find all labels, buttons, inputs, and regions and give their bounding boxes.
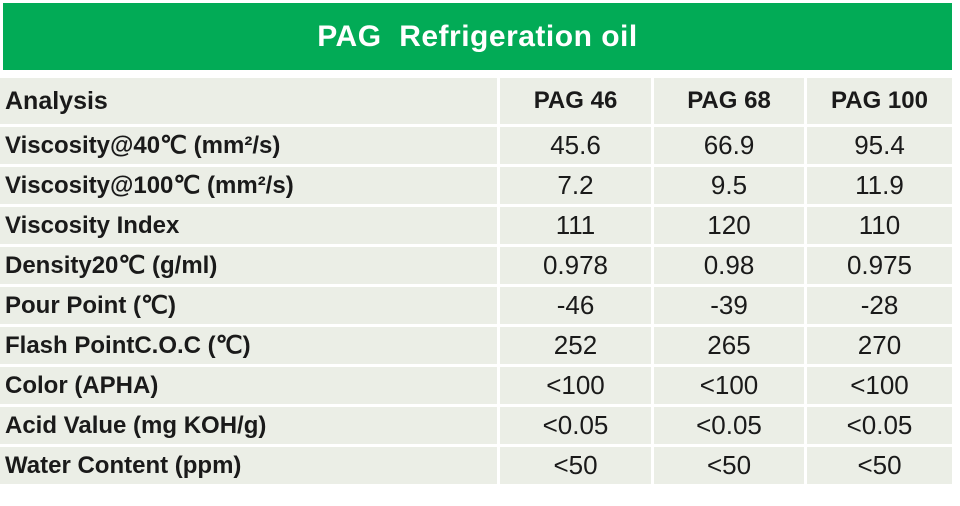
row-label: Pour Point (℃): [0, 287, 497, 324]
row-label: Flash PointC.O.C (℃): [0, 327, 497, 364]
value-cell: 111: [500, 207, 651, 244]
column-header-pag68: PAG 68: [654, 78, 804, 124]
value-cell: 0.98: [654, 247, 804, 284]
value-cell: <50: [807, 447, 952, 484]
value-cell: 270: [807, 327, 952, 364]
row-label: Density20℃ (g/ml): [0, 247, 497, 284]
row-label: Viscosity Index: [0, 207, 497, 244]
value-cell: <50: [654, 447, 804, 484]
title-bar: PAG Refrigeration oil: [3, 3, 952, 70]
value-cell: <50: [500, 447, 651, 484]
page-title: PAG Refrigeration oil: [317, 19, 638, 53]
value-cell: 45.6: [500, 127, 651, 164]
row-label: Viscosity@100℃ (mm²/s): [0, 167, 497, 204]
value-cell: 7.2: [500, 167, 651, 204]
value-cell: 120: [654, 207, 804, 244]
value-cell: 11.9: [807, 167, 952, 204]
column-header-pag46: PAG 46: [500, 78, 651, 124]
row-label: Color (APHA): [0, 367, 497, 404]
value-cell: -39: [654, 287, 804, 324]
value-cell: 110: [807, 207, 952, 244]
row-label: Viscosity@40℃ (mm²/s): [0, 127, 497, 164]
spec-table: Analysis PAG 46 PAG 68 PAG 100 Viscosity…: [0, 78, 952, 484]
value-cell: <100: [500, 367, 651, 404]
value-cell: <0.05: [500, 407, 651, 444]
row-label: Acid Value (mg KOH/g): [0, 407, 497, 444]
value-cell: -46: [500, 287, 651, 324]
value-cell: -28: [807, 287, 952, 324]
value-cell: <0.05: [807, 407, 952, 444]
column-header-analysis: Analysis: [0, 78, 497, 124]
value-cell: 0.978: [500, 247, 651, 284]
value-cell: 66.9: [654, 127, 804, 164]
value-cell: <100: [654, 367, 804, 404]
row-label: Water Content (ppm): [0, 447, 497, 484]
column-header-pag100: PAG 100: [807, 78, 952, 124]
value-cell: 9.5: [654, 167, 804, 204]
value-cell: <100: [807, 367, 952, 404]
value-cell: 0.975: [807, 247, 952, 284]
value-cell: <0.05: [654, 407, 804, 444]
value-cell: 252: [500, 327, 651, 364]
value-cell: 265: [654, 327, 804, 364]
value-cell: 95.4: [807, 127, 952, 164]
